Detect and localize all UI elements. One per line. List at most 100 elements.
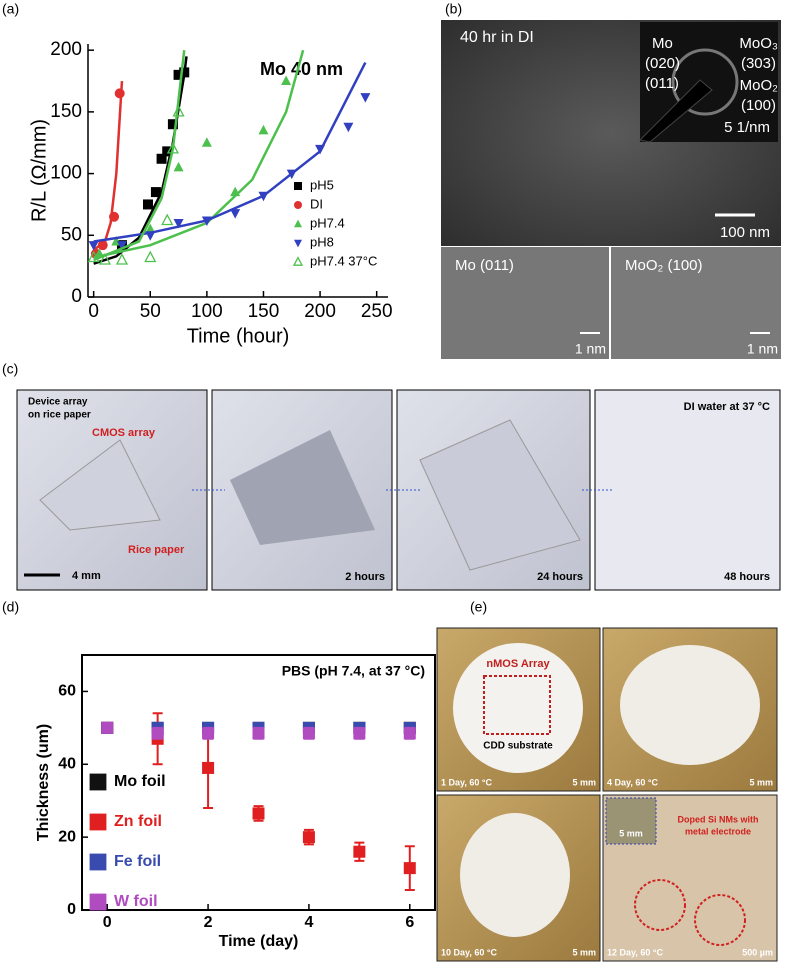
- label: 24 hours: [537, 571, 583, 583]
- x-tick-label: 0: [88, 301, 99, 322]
- outline: [483, 675, 551, 735]
- point: [161, 213, 174, 226]
- label: MoO₂ (100): [625, 257, 703, 274]
- label: CDD substrate: [483, 741, 553, 752]
- point: [88, 241, 99, 251]
- label: (100): [741, 97, 776, 114]
- panel-label: (d): [2, 599, 19, 615]
- legend-marker: [89, 893, 107, 911]
- y-tick-label: 0: [67, 901, 76, 918]
- fit-line: [93, 61, 367, 243]
- x-tick-label: 200: [304, 301, 336, 322]
- x-tick-label: 250: [361, 301, 393, 322]
- scale-label: 5 mm: [619, 828, 643, 838]
- point: [201, 137, 212, 147]
- y-tick-label: 60: [58, 683, 76, 700]
- y-axis-label: Thickness (um): [35, 724, 52, 841]
- panel-e: nMOS Array CDD substrate 1 Day, 60 °C 5 …: [436, 627, 778, 962]
- y-tick-label: 20: [58, 828, 76, 845]
- legend-label: DI: [310, 196, 323, 211]
- label: Mo: [652, 35, 673, 52]
- x-tick-label: 6: [405, 914, 414, 931]
- panel-label: (c): [2, 361, 18, 377]
- label: metal electrode: [685, 826, 751, 836]
- x-axis-label: Time (hour): [187, 325, 290, 347]
- label: DI water at 37 °C: [684, 401, 770, 413]
- rice-paper: [39, 439, 161, 531]
- point: [302, 727, 315, 740]
- point: [353, 727, 366, 740]
- legend-marker: [294, 219, 302, 228]
- beam-stop: [638, 79, 713, 143]
- legend-marker: [294, 239, 302, 248]
- label: MoO₃: [739, 35, 778, 52]
- point: [98, 253, 112, 265]
- point: [201, 216, 212, 226]
- legend-marker: [294, 182, 302, 190]
- scale-label: 1 nm: [747, 341, 778, 357]
- label: 12 Day, 60 °C: [607, 947, 663, 957]
- panel-label: (a): [2, 1, 19, 17]
- y-tick-label: 40: [58, 756, 76, 773]
- x-tick-label: 100: [191, 301, 223, 322]
- label: 48 hours: [724, 571, 770, 583]
- scale-label: 500 µm: [742, 947, 773, 957]
- point: [109, 211, 120, 222]
- legend-marker: [89, 813, 107, 831]
- legend-label: W foil: [114, 893, 158, 910]
- point: [162, 146, 173, 157]
- y-tick-label: 50: [61, 224, 82, 245]
- legend-label: Fe foil: [114, 853, 161, 870]
- label: (020): [645, 55, 680, 72]
- point: [97, 240, 108, 251]
- point: [167, 119, 178, 130]
- outline: [694, 894, 746, 946]
- y-tick-label: 0: [71, 286, 82, 307]
- point: [173, 161, 184, 172]
- scale-label: 5 mm: [572, 777, 596, 787]
- label: Rice paper: [128, 544, 185, 556]
- point: [252, 807, 265, 820]
- ring: [671, 48, 739, 116]
- scale-label: 100 nm: [720, 224, 770, 241]
- panel-label: (b): [445, 1, 462, 17]
- y-axis-label: R/L (Ω/mm): [28, 119, 50, 222]
- legend-marker: [89, 773, 107, 791]
- point: [179, 67, 190, 78]
- legend-label: pH5: [310, 177, 334, 192]
- label: Device array: [28, 397, 88, 408]
- point: [286, 169, 297, 180]
- point: [115, 253, 129, 265]
- point: [150, 187, 161, 198]
- label: 4 Day, 60 °C: [607, 777, 658, 787]
- label: (303): [741, 55, 776, 72]
- point: [173, 218, 184, 229]
- point: [258, 124, 269, 135]
- y-tick-label: 150: [50, 101, 82, 122]
- point: [403, 727, 416, 740]
- point: [403, 862, 416, 875]
- point: [230, 186, 241, 197]
- point: [302, 831, 315, 844]
- point: [87, 250, 100, 263]
- fit-line: [93, 49, 305, 259]
- panel-label: (e): [470, 599, 487, 615]
- label: Mo (011): [455, 257, 514, 274]
- y-tick-label: 100: [50, 163, 82, 184]
- scale-label: 1 nm: [575, 341, 606, 357]
- substrate: [460, 813, 570, 937]
- label: 1 Day, 60 °C: [441, 777, 492, 787]
- scale-label: 5 mm: [572, 947, 596, 957]
- scale-label: 5 mm: [749, 777, 773, 787]
- x-tick-label: 2: [204, 914, 213, 931]
- point: [173, 69, 184, 80]
- label: CMOS array: [92, 427, 156, 439]
- legend-label: pH7.4 37°C: [310, 253, 377, 268]
- caption: 40 hr in DI: [460, 29, 534, 46]
- legend-label: pH8: [310, 234, 334, 249]
- annotation: Mo 40 nm: [260, 59, 343, 79]
- point: [230, 209, 241, 219]
- rice-paper: [230, 430, 375, 545]
- label: Doped Si NMs with: [678, 814, 759, 824]
